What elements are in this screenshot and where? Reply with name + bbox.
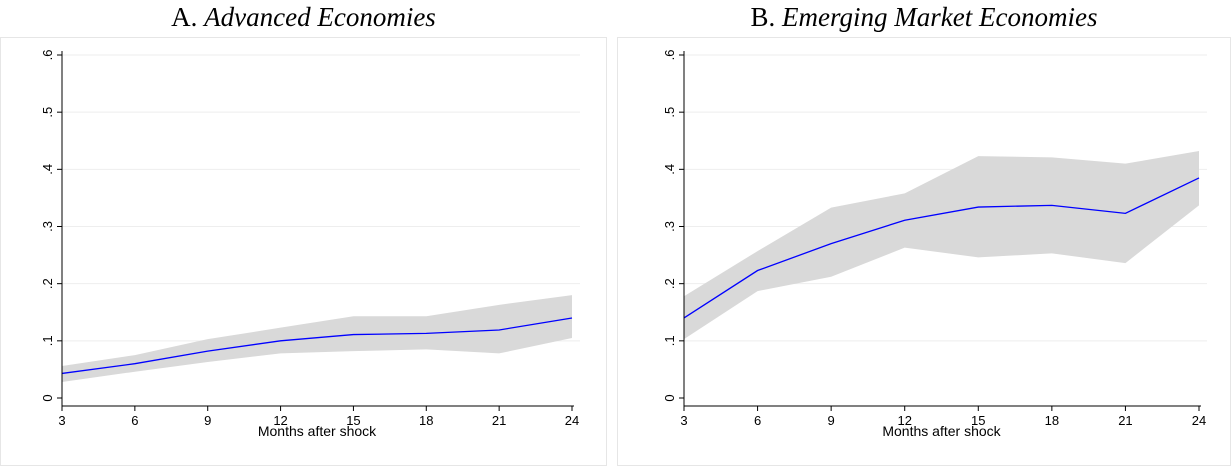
chart-title-prefix: B. <box>750 2 776 32</box>
confidence-band <box>62 295 572 382</box>
y-tick-label: .2 <box>662 278 677 289</box>
x-tick-label: 12 <box>897 413 911 428</box>
series-line <box>61 317 573 375</box>
x-tick-label: 24 <box>1192 413 1206 428</box>
chart-title-prefix: A. <box>171 2 198 32</box>
x-tick-label: 21 <box>1118 413 1132 428</box>
x-axis-title: Months after shock <box>882 423 1001 439</box>
x-tick-label: 6 <box>131 413 138 428</box>
chart-emerging-market-economies: 0 .1 .2 .3 .4 .5 .6 3 6 9 12 15 18 21 24 Months after s… <box>662 50 1207 439</box>
y-tick-label: .2 <box>40 278 55 289</box>
chart-title: A. Advanced Economies <box>0 2 607 33</box>
y-tick-label: .6 <box>662 50 677 61</box>
y-tick-label: .5 <box>40 107 55 118</box>
x-axis-title: Months after shock <box>258 423 377 439</box>
x-tick-label: 12 <box>273 413 287 428</box>
y-tick-label: 0 <box>662 394 677 401</box>
chart-advanced-economies: 0 .1 .2 .3 .4 .5 .6 3 6 9 12 15 18 21 24 Months after s… <box>40 50 580 439</box>
x-tick-label: 3 <box>680 413 687 428</box>
x-tick-label: 3 <box>58 413 65 428</box>
x-tick-label: 21 <box>492 413 506 428</box>
chart-title-main: Emerging Market Economies <box>782 2 1098 32</box>
x-tick-label: 24 <box>565 413 579 428</box>
x-tick-label: 9 <box>828 413 835 428</box>
panel-emerging-market-economies: B. Emerging Market Economies 0 .1 .2 .3 .4 .5… <box>617 0 1231 466</box>
x-tick-label: 18 <box>419 413 433 428</box>
confidence-band <box>684 151 1199 340</box>
plot-frame: 0 .1 .2 .3 .4 .5 .6 3 6 9 12 15 18 21 24 Months after s… <box>617 37 1231 466</box>
y-tick-label: .4 <box>662 164 677 175</box>
x-tick-label: 9 <box>204 413 211 428</box>
x-tick-label: 18 <box>1045 413 1059 428</box>
y-tick-label: 0 <box>40 394 55 401</box>
y-tick-label: .3 <box>662 221 677 232</box>
x-tick-label: 15 <box>346 413 360 428</box>
y-tick-label: .1 <box>40 335 55 346</box>
y-tick-label: .3 <box>40 221 55 232</box>
y-tick-label: .4 <box>40 164 55 175</box>
x-tick-label: 6 <box>754 413 761 428</box>
y-tick-label: .5 <box>662 107 677 118</box>
series-line <box>683 177 1200 319</box>
y-tick-label: .1 <box>662 335 677 346</box>
panel-advanced-economies: A. Advanced Economies 0 .1 .2 .3 .4 .5 .6 3 6 9 12… <box>0 0 607 466</box>
chart-title-main: Advanced Economies <box>204 2 436 32</box>
plot-frame: 0 .1 .2 .3 .4 .5 .6 3 6 9 12 15 18 21 24 Months after s… <box>0 37 607 466</box>
chart-title: B. Emerging Market Economies <box>617 2 1231 33</box>
y-tick-label: .6 <box>40 50 55 61</box>
x-tick-label: 15 <box>971 413 985 428</box>
